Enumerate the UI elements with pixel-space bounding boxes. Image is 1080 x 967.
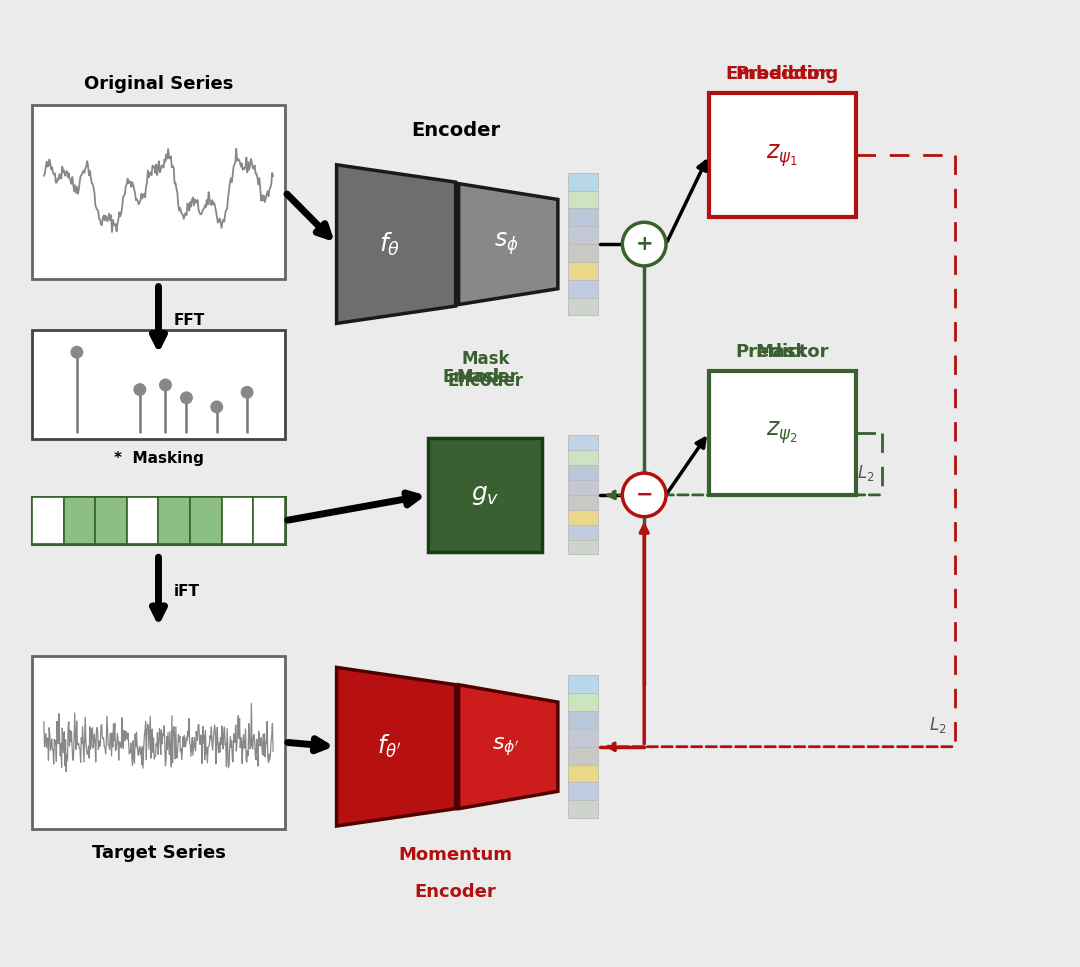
- Text: FFT: FFT: [174, 313, 204, 328]
- FancyBboxPatch shape: [568, 782, 597, 801]
- FancyBboxPatch shape: [568, 693, 597, 711]
- FancyBboxPatch shape: [568, 510, 597, 525]
- Text: $L_2$: $L_2$: [856, 463, 875, 483]
- Text: $f_{\theta'}$: $f_{\theta'}$: [377, 733, 402, 760]
- FancyBboxPatch shape: [568, 729, 597, 747]
- FancyBboxPatch shape: [568, 765, 597, 782]
- Text: Mask: Mask: [456, 368, 504, 387]
- FancyBboxPatch shape: [568, 173, 597, 190]
- Text: Momentum: Momentum: [399, 846, 513, 864]
- Text: $z_{\psi_1}$: $z_{\psi_1}$: [766, 142, 798, 168]
- FancyBboxPatch shape: [568, 262, 597, 279]
- FancyBboxPatch shape: [568, 495, 597, 510]
- FancyBboxPatch shape: [568, 525, 597, 540]
- FancyBboxPatch shape: [568, 711, 597, 729]
- FancyBboxPatch shape: [190, 497, 221, 544]
- Text: Mask
Encoder: Mask Encoder: [447, 350, 524, 391]
- Text: Encoder: Encoder: [415, 883, 497, 900]
- Circle shape: [241, 387, 253, 398]
- Text: Predictor: Predictor: [735, 322, 828, 361]
- FancyBboxPatch shape: [568, 747, 597, 765]
- FancyBboxPatch shape: [568, 675, 597, 693]
- FancyBboxPatch shape: [221, 497, 254, 544]
- FancyBboxPatch shape: [568, 540, 597, 554]
- Text: Target Series: Target Series: [92, 844, 226, 862]
- FancyBboxPatch shape: [568, 226, 597, 244]
- FancyBboxPatch shape: [568, 801, 597, 818]
- Circle shape: [134, 384, 146, 396]
- Text: $f_{\theta}$: $f_{\theta}$: [379, 230, 400, 257]
- Text: +: +: [635, 234, 653, 254]
- Polygon shape: [337, 164, 456, 323]
- FancyBboxPatch shape: [708, 371, 855, 495]
- Circle shape: [622, 222, 666, 266]
- Text: Mask: Mask: [756, 343, 808, 361]
- FancyBboxPatch shape: [159, 497, 190, 544]
- FancyBboxPatch shape: [568, 451, 597, 465]
- FancyBboxPatch shape: [126, 497, 159, 544]
- Text: $s_{\phi'}$: $s_{\phi'}$: [492, 735, 521, 758]
- Polygon shape: [337, 667, 456, 826]
- Text: $s_{\phi}$: $s_{\phi}$: [494, 231, 518, 257]
- FancyBboxPatch shape: [568, 209, 597, 226]
- FancyBboxPatch shape: [568, 435, 597, 451]
- Polygon shape: [459, 184, 558, 305]
- Circle shape: [180, 392, 192, 403]
- Text: $g_v$: $g_v$: [471, 483, 500, 507]
- Circle shape: [211, 401, 222, 413]
- Text: Original Series: Original Series: [84, 75, 233, 94]
- FancyBboxPatch shape: [568, 190, 597, 209]
- FancyBboxPatch shape: [568, 480, 597, 495]
- FancyBboxPatch shape: [429, 438, 542, 552]
- FancyBboxPatch shape: [568, 465, 597, 480]
- FancyBboxPatch shape: [32, 497, 285, 544]
- Text: iFT: iFT: [174, 583, 200, 599]
- FancyBboxPatch shape: [32, 331, 285, 439]
- FancyBboxPatch shape: [32, 105, 285, 278]
- Text: $L_2$: $L_2$: [929, 715, 947, 735]
- Text: Predictor: Predictor: [735, 44, 828, 83]
- Polygon shape: [459, 685, 558, 808]
- Text: $z_{\psi_2}$: $z_{\psi_2}$: [767, 420, 798, 447]
- FancyBboxPatch shape: [708, 94, 855, 218]
- FancyBboxPatch shape: [568, 279, 597, 298]
- Text: Encoder: Encoder: [443, 347, 518, 387]
- Text: Encoder: Encoder: [411, 121, 500, 140]
- Circle shape: [622, 473, 666, 516]
- Circle shape: [160, 379, 172, 391]
- FancyBboxPatch shape: [568, 244, 597, 262]
- Circle shape: [71, 346, 82, 358]
- FancyBboxPatch shape: [568, 298, 597, 315]
- FancyBboxPatch shape: [32, 497, 64, 544]
- FancyBboxPatch shape: [32, 656, 285, 829]
- FancyBboxPatch shape: [64, 497, 95, 544]
- Text: *  Masking: * Masking: [113, 452, 203, 466]
- FancyBboxPatch shape: [254, 497, 285, 544]
- Text: −: −: [635, 484, 653, 505]
- FancyBboxPatch shape: [95, 497, 126, 544]
- Text: Embedding: Embedding: [726, 66, 839, 83]
